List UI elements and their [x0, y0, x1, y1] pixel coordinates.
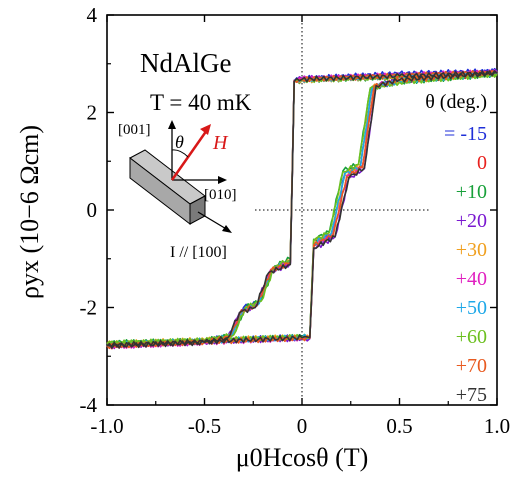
- y-tick-label: -4: [80, 393, 98, 417]
- field-arrow: [170, 129, 209, 181]
- x-tick-label: 0.5: [386, 414, 412, 438]
- axis-001-arrowhead: [168, 120, 176, 129]
- temperature-label: T = 40 mK: [150, 90, 252, 115]
- theta-arc: [171, 149, 189, 158]
- field-label: H: [212, 132, 229, 154]
- legend: = -15 0 +10 +20 +30 +40 +50 +60 +70 +75: [444, 123, 487, 406]
- series-line-down: [106, 70, 498, 349]
- x-tick-label: -0.5: [188, 414, 221, 438]
- legend-entry: +30: [456, 239, 487, 261]
- data-series: [106, 67, 498, 350]
- x-axis-label: μ0Hcosθ (T): [236, 443, 369, 472]
- legend-entry: +60: [456, 326, 487, 348]
- field-arrowhead: [200, 124, 211, 135]
- y-tick-label: -2: [80, 296, 98, 320]
- legend-entry: +10: [456, 181, 487, 203]
- series-line-up: [106, 70, 498, 348]
- axis-100-arrowhead: [222, 225, 232, 233]
- sample-schematic: [001] [010] θ H I // [100]: [118, 120, 237, 261]
- axis-010-label: [010]: [204, 187, 237, 203]
- y-tick-label: 0: [87, 198, 98, 222]
- x-tick-label: 0: [297, 414, 308, 438]
- legend-entry: 0: [477, 152, 487, 174]
- axis-010-arrowhead: [218, 176, 227, 184]
- legend-entry: +50: [456, 297, 487, 319]
- axis-ticks: -1.0 -0.5 0 0.5 1.0 4 2 0 -2 -4: [80, 3, 511, 438]
- legend-entry: +20: [456, 210, 487, 232]
- legend-title: θ (deg.): [425, 91, 487, 113]
- legend-entry: = -15: [444, 123, 487, 145]
- axis-001-label: [001]: [118, 122, 151, 138]
- axis-100-arrow: [197, 211, 229, 231]
- y-tick-label: 2: [87, 101, 98, 125]
- current-label: I // [100]: [170, 244, 227, 261]
- y-tick-label: 4: [87, 3, 98, 27]
- theta-label: θ: [175, 132, 184, 152]
- x-tick-label: -1.0: [90, 414, 123, 438]
- y-axis-label: ρyx (10−6 Ωcm): [15, 125, 44, 299]
- material-label: NdAlGe: [140, 48, 231, 78]
- x-tick-label: 1.0: [484, 414, 510, 438]
- legend-entry: +70: [456, 355, 487, 377]
- legend-entry: +40: [456, 268, 487, 290]
- legend-entry: +75: [456, 384, 487, 406]
